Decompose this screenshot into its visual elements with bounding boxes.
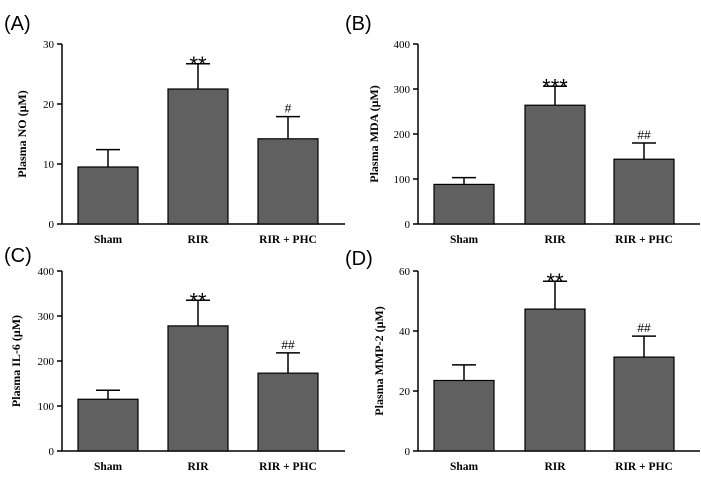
panel-b-significance-2: ##: [637, 128, 651, 142]
panel-c-category-label-1: RIR: [187, 461, 209, 473]
panel-c-ylabel: Plasma IL-6 (μM): [9, 315, 23, 407]
panel-d-bar-1: [524, 308, 586, 452]
panel-c-category-label-2: RIR + PHC: [259, 461, 317, 473]
panel-b-ytick-label-4: 400: [394, 39, 411, 51]
panel-b-ytick-label-2: 200: [394, 129, 411, 141]
panel-b-ytick-label-1: 100: [394, 174, 411, 186]
panel-c-ytick-label-1: 100: [38, 401, 55, 413]
panel-b-ytick-label-3: 300: [394, 84, 411, 96]
panel-c-ytick-label-2: 200: [38, 356, 55, 368]
panel-d-category-label-0: Sham: [450, 461, 479, 473]
panel-a-letter: (A): [4, 13, 31, 35]
panel-a-category-label-2: RIR + PHC: [259, 234, 317, 246]
panel-b-bar-1: [524, 104, 586, 225]
panel-a-ylabel: Plasma NO (μM): [15, 90, 29, 177]
panel-c-significance-2: ##: [281, 338, 295, 352]
panel-d-letter: (D): [345, 248, 373, 270]
panel-d-ytick-label-3: 60: [399, 266, 411, 278]
panel-c-letter: (C): [4, 245, 32, 267]
panel-a-ytick-label-3: 30: [43, 39, 55, 51]
panel-a-ytick-label-1: 10: [43, 159, 55, 171]
panel-c-ytick-label-0: 0: [49, 446, 55, 458]
panel-d-bar-0: [433, 379, 495, 452]
panel-b-letter: (B): [345, 13, 372, 35]
panel-d-significance-1: **: [546, 269, 564, 294]
panel-d-significance-2: ##: [637, 321, 651, 335]
panel-d-ylabel: Plasma MMP-2 (μM): [372, 306, 386, 415]
panel-b-ylabel: Plasma MDA (μM): [367, 85, 381, 182]
panel-d-bar-2: [613, 356, 675, 452]
panel-d-category-label-2: RIR + PHC: [615, 461, 673, 473]
panel-d-ytick-label-2: 40: [399, 326, 411, 338]
panel-d-ytick-label-0: 0: [405, 446, 411, 458]
panel-c-bar-2: [257, 372, 319, 452]
panel-a-category-label-1: RIR: [187, 234, 209, 246]
panel-c-ytick-label-4: 400: [38, 266, 55, 278]
panel-a-category-label-0: Sham: [94, 234, 123, 246]
panel-a-significance-1: **: [189, 52, 207, 77]
panel-c-bar-0: [77, 398, 139, 452]
panel-a-ytick-label-0: 0: [49, 219, 55, 231]
panel-b-category-label-0: Sham: [450, 234, 479, 246]
panel-d-ytick-label-1: 20: [399, 386, 411, 398]
panel-b-bar-0: [433, 183, 495, 225]
panel-b-ytick-label-0: 0: [405, 219, 411, 231]
panel-c-significance-1: **: [189, 288, 207, 313]
panel-c-category-label-0: Sham: [94, 461, 123, 473]
panel-d-category-label-1: RIR: [544, 461, 566, 473]
panel-a-bar-1: [167, 88, 229, 225]
panel-a-bar-0: [77, 166, 139, 225]
panel-a-bar-2: [257, 138, 319, 225]
panel-a-significance-2: #: [285, 102, 292, 116]
panel-c-bar-1: [167, 325, 229, 452]
panel-b-significance-1: ***: [542, 74, 568, 99]
panel-b-category-label-1: RIR: [544, 234, 566, 246]
panel-c-ytick-label-3: 300: [38, 311, 55, 323]
panel-b-category-label-2: RIR + PHC: [615, 234, 673, 246]
panel-a-ytick-label-2: 20: [43, 99, 55, 111]
panel-b-bar-2: [613, 158, 675, 225]
